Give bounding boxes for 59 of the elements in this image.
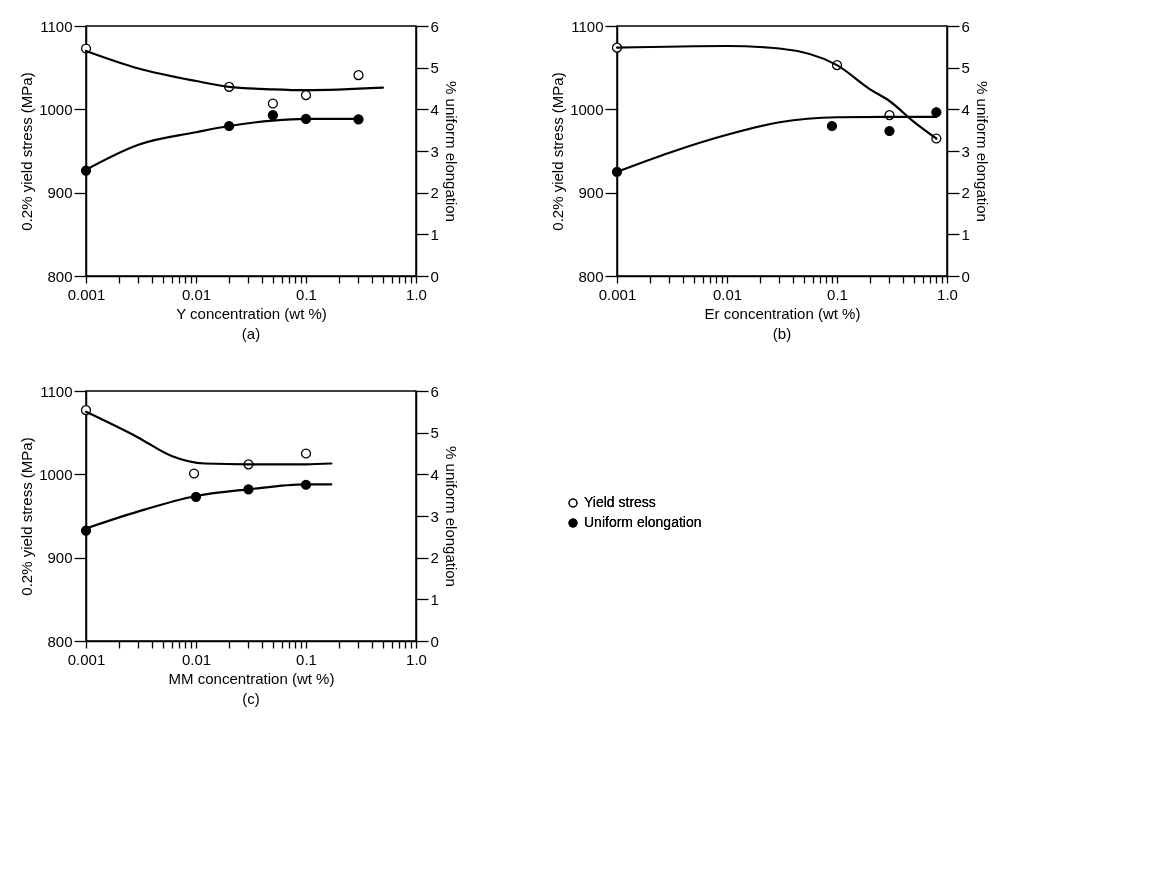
y2-tick-label: 6 [430, 382, 439, 400]
text: (b) [772, 325, 792, 342]
y2-tick-label: 3 [430, 507, 439, 525]
x-tick-label: 0.01 [712, 285, 743, 303]
y2-axis-title: % uniform elongation [973, 81, 991, 222]
y-tick-label: 800 [47, 632, 73, 650]
y-tick-label: 1000 [570, 100, 604, 118]
x-tick-label: 0.001 [67, 285, 106, 303]
y2-tick-label: 2 [430, 184, 439, 202]
y-axis-title: 0.2% yield stress (MPa) [18, 437, 36, 596]
y2-tick-label: 3 [961, 142, 970, 160]
y2-tick-label: 0 [430, 267, 439, 285]
text: (a) [241, 325, 261, 342]
y2-tick-label: 5 [430, 424, 439, 442]
y-axis-title: 0.2% yield stress (MPa) [549, 72, 567, 231]
y-tick-label: 1100 [571, 17, 604, 35]
x-tick-label: 1.0 [937, 285, 958, 303]
x-tick-label: 0.1 [296, 650, 317, 668]
y2-tick-label: 1 [430, 225, 439, 243]
y2-tick-label: 4 [961, 100, 970, 118]
x-tick-label: 0.01 [181, 285, 212, 303]
y-tick-label: 1100 [40, 382, 73, 400]
x-axis-title: MM concentration (wt %) [168, 669, 335, 687]
x-tick-label: 0.01 [181, 650, 212, 668]
y2-tick-label: 0 [430, 632, 439, 650]
y-tick-label: 900 [47, 184, 73, 202]
legend-label: Yield stress [584, 494, 656, 510]
y-tick-label: 800 [47, 267, 73, 285]
y-tick-label: 1100 [40, 17, 73, 35]
y2-tick-label: 6 [961, 17, 970, 35]
text: (c) [242, 690, 260, 707]
x-tick-label: 0.1 [827, 285, 848, 303]
y2-tick-label: 1 [961, 225, 970, 243]
y2-tick-label: 3 [430, 142, 439, 160]
y2-tick-label: 6 [430, 17, 439, 35]
x-tick-label: 1.0 [406, 650, 427, 668]
y-axis-title: 0.2% yield stress (MPa) [18, 72, 36, 231]
y2-axis-title: % uniform elongation [442, 446, 460, 587]
x-axis-title: Y concentration (wt %) [176, 304, 327, 322]
x-axis-title: Er concentration (wt %) [704, 304, 861, 322]
y2-tick-label: 2 [961, 184, 970, 202]
y2-tick-label: 4 [430, 465, 439, 483]
y-tick-label: 900 [578, 184, 604, 202]
y-tick-label: 900 [47, 549, 73, 567]
y2-tick-label: 4 [430, 100, 439, 118]
y-tick-label: 800 [578, 267, 604, 285]
y2-axis-title: % uniform elongation [442, 81, 460, 222]
x-tick-label: 0.1 [296, 285, 317, 303]
x-tick-label: 1.0 [406, 285, 427, 303]
y-tick-label: 1000 [39, 465, 73, 483]
legend-label: Uniform elongation [584, 514, 702, 530]
y2-tick-label: 5 [961, 59, 970, 77]
y2-tick-label: 1 [430, 590, 439, 608]
y2-tick-label: 0 [961, 267, 970, 285]
y2-tick-label: 5 [430, 59, 439, 77]
y2-tick-label: 2 [430, 549, 439, 567]
y-tick-label: 1000 [39, 100, 73, 118]
x-tick-label: 0.001 [67, 650, 106, 668]
x-tick-label: 0.001 [598, 285, 637, 303]
